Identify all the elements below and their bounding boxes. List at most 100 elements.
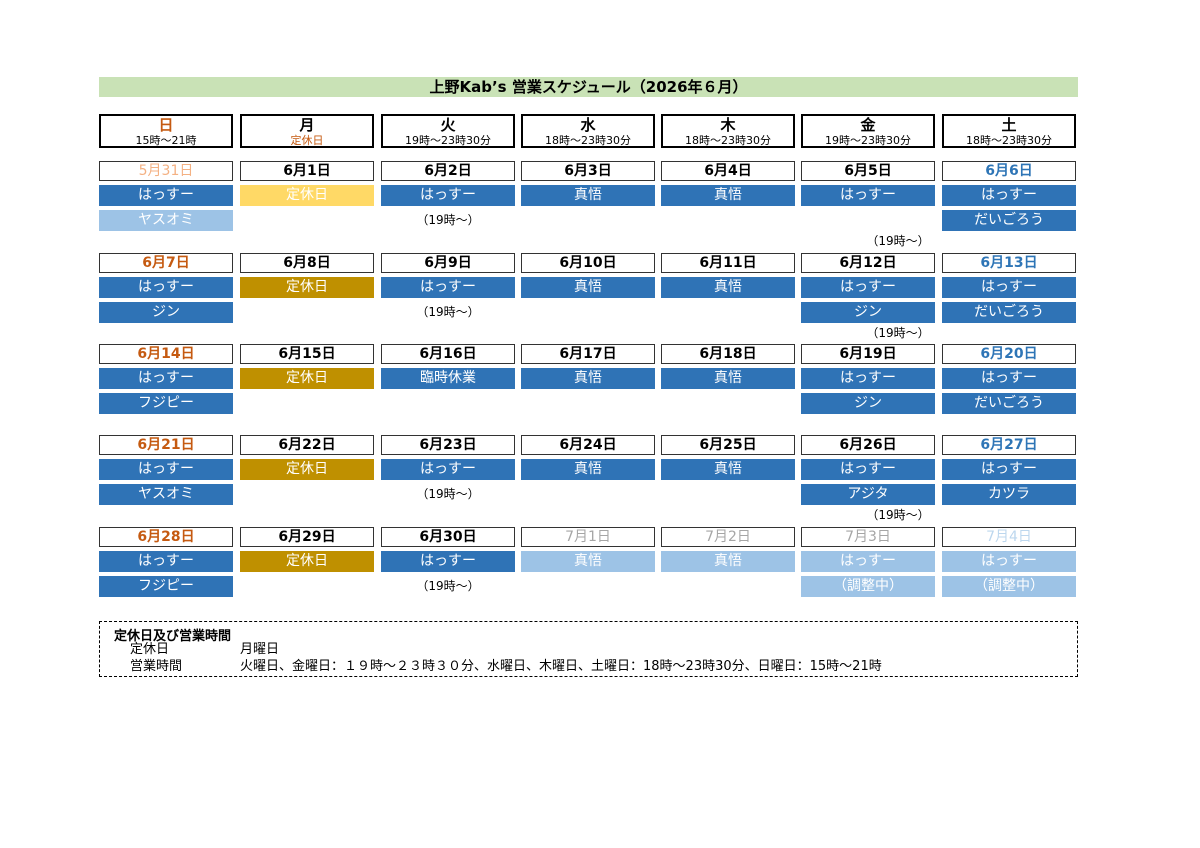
staff-shift-bar: はっすー (801, 185, 935, 206)
staff-shift-bar: はっすー (99, 551, 233, 572)
date-cell: 7月3日 (801, 527, 935, 547)
weekday-name: 水 (580, 116, 596, 134)
staff-shift-bar-second: ヤスオミ (99, 210, 233, 231)
staff-shift-bar: 定休日 (240, 185, 374, 206)
weekday-name: 火 (440, 116, 456, 134)
staff-shift-bar-second: ヤスオミ (99, 484, 233, 505)
weekday-hours: 19時～23時30分 (825, 134, 911, 147)
date-cell: 7月1日 (521, 527, 655, 547)
staff-shift-bar: はっすー (942, 551, 1076, 572)
weekday-hours: 18時～23時30分 (685, 134, 771, 147)
staff-shift-bar-second: だいごろう (942, 302, 1076, 323)
staff-shift-bar: はっすー (942, 459, 1076, 480)
staff-shift-bar: 真悟 (661, 459, 795, 480)
time-note: （19時～） (416, 487, 480, 501)
staff-shift-bar: 真悟 (661, 551, 795, 572)
weekday-header: 日 15時～21時 (99, 114, 233, 148)
staff-shift-bar: 定休日 (240, 551, 374, 572)
business-hours-value: 火曜日、金曜日：１９時～２３時３０分、水曜日、木曜日、土曜日：18時～23時30… (240, 659, 882, 674)
date-cell: 7月2日 (661, 527, 795, 547)
staff-shift-bar: はっすー (381, 185, 515, 206)
weekday-hours: 15時～21時 (135, 134, 197, 147)
date-cell: 6月22日 (240, 435, 374, 455)
business-info-box: 定休日及び営業時間 定休日 月曜日 営業時間 火曜日、金曜日：１９時～２３時３０… (99, 621, 1078, 677)
date-cell: 6月27日 (942, 435, 1076, 455)
date-cell: 6月23日 (381, 435, 515, 455)
staff-shift-bar: 定休日 (240, 368, 374, 389)
weekday-name: 月 (299, 116, 315, 134)
staff-shift-bar: はっすー (942, 277, 1076, 298)
staff-shift-bar: 真悟 (661, 368, 795, 389)
time-note: （19時～） (416, 213, 480, 227)
weekday-name: 金 (860, 116, 876, 134)
staff-shift-bar: はっすー (99, 277, 233, 298)
staff-shift-bar: 真悟 (521, 459, 655, 480)
staff-shift-bar: はっすー (99, 459, 233, 480)
staff-shift-bar: 真悟 (661, 277, 795, 298)
weekday-name: 日 (158, 116, 174, 134)
time-note-lower: （19時～） (866, 234, 930, 248)
date-cell: 6月21日 (99, 435, 233, 455)
schedule-title: 上野Kab’s 営業スケジュール（2026年６月） (99, 77, 1078, 97)
date-cell: 6月7日 (99, 253, 233, 273)
staff-shift-bar-second: カツラ (942, 484, 1076, 505)
staff-shift-bar: はっすー (801, 459, 935, 480)
staff-shift-bar: 定休日 (240, 277, 374, 298)
date-cell: 6月15日 (240, 344, 374, 364)
time-note-lower: （19時～） (866, 326, 930, 340)
staff-shift-bar: 真悟 (521, 185, 655, 206)
weekday-header: 火 19時～23時30分 (381, 114, 515, 148)
date-cell: 6月17日 (521, 344, 655, 364)
date-cell: 6月5日 (801, 161, 935, 181)
date-cell: 6月28日 (99, 527, 233, 547)
time-note-lower: （19時～） (866, 508, 930, 522)
staff-shift-bar: はっすー (99, 368, 233, 389)
date-cell: 6月19日 (801, 344, 935, 364)
staff-shift-bar-second: アジタ (801, 484, 935, 505)
date-cell: 6月18日 (661, 344, 795, 364)
date-cell: 6月4日 (661, 161, 795, 181)
weekday-header: 水 18時～23時30分 (521, 114, 655, 148)
staff-shift-bar: 真悟 (521, 368, 655, 389)
staff-shift-bar: はっすー (942, 185, 1076, 206)
date-cell: 6月13日 (942, 253, 1076, 273)
staff-shift-bar-second: だいごろう (942, 393, 1076, 414)
weekday-header: 土 18時～23時30分 (942, 114, 1076, 148)
closed-day-value: 月曜日 (240, 642, 280, 657)
staff-shift-bar: はっすー (801, 551, 935, 572)
date-cell: 6月26日 (801, 435, 935, 455)
date-cell: 6月3日 (521, 161, 655, 181)
staff-shift-bar-second: だいごろう (942, 210, 1076, 231)
staff-shift-bar: はっすー (381, 459, 515, 480)
staff-shift-bar-second: ジン (801, 302, 935, 323)
weekday-header: 月定休日 (240, 114, 374, 148)
staff-shift-bar: はっすー (381, 551, 515, 572)
date-cell: 6月25日 (661, 435, 795, 455)
info-title: 定休日及び営業時間 (114, 629, 232, 644)
time-note: （19時～） (416, 579, 480, 593)
staff-shift-bar-second: （調整中） (801, 576, 935, 597)
date-cell: 6月2日 (381, 161, 515, 181)
staff-shift-bar: 真悟 (661, 185, 795, 206)
date-cell: 6月30日 (381, 527, 515, 547)
date-cell: 6月8日 (240, 253, 374, 273)
date-cell: 6月16日 (381, 344, 515, 364)
weekday-hours: 19時～23時30分 (405, 134, 491, 147)
date-cell: 6月10日 (521, 253, 655, 273)
weekday-name: 土 (1001, 116, 1017, 134)
date-cell: 6月9日 (381, 253, 515, 273)
date-cell: 6月20日 (942, 344, 1076, 364)
time-note: （19時～） (416, 305, 480, 319)
date-cell: 6月14日 (99, 344, 233, 364)
staff-shift-bar: 真悟 (521, 277, 655, 298)
staff-shift-bar-second: フジピー (99, 393, 233, 414)
weekday-hours: 18時～23時30分 (545, 134, 631, 147)
staff-shift-bar: 真悟 (521, 551, 655, 572)
date-cell: 6月1日 (240, 161, 374, 181)
staff-shift-bar-second: フジピー (99, 576, 233, 597)
weekday-name: 木 (720, 116, 736, 134)
staff-shift-bar: はっすー (801, 277, 935, 298)
weekday-header: 金 19時～23時30分 (801, 114, 935, 148)
staff-shift-bar: はっすー (942, 368, 1076, 389)
date-cell: 6月12日 (801, 253, 935, 273)
